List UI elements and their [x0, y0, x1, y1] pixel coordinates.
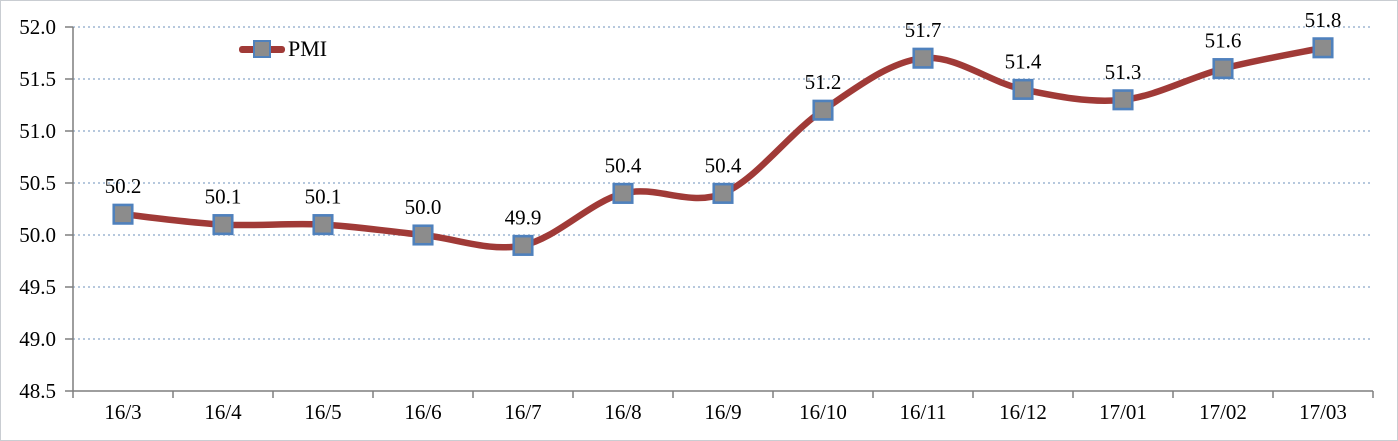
pmi-series-line — [119, 44, 1327, 251]
x-tick-label: 17/01 — [1099, 400, 1147, 424]
data-point-marker — [1012, 78, 1034, 100]
data-point-marker — [112, 203, 134, 225]
x-tick-label: 16/3 — [104, 400, 141, 424]
y-tick-label: 49.0 — [19, 327, 56, 351]
data-point-label: 51.6 — [1205, 29, 1242, 53]
x-tick-label: 16/7 — [504, 400, 541, 424]
data-point-marker — [712, 182, 734, 204]
data-point-marker — [312, 214, 334, 236]
data-point-label: 51.8 — [1305, 8, 1342, 32]
x-tick-label: 16/5 — [304, 400, 341, 424]
data-point-marker — [512, 234, 534, 256]
data-point-label: 50.0 — [405, 195, 442, 219]
data-point-marker — [612, 182, 634, 204]
y-tick-label: 48.5 — [19, 379, 56, 403]
x-tick-label: 16/10 — [799, 400, 847, 424]
data-point-label: 50.2 — [105, 174, 142, 198]
data-point-label: 51.4 — [1005, 49, 1042, 73]
data-point-marker — [212, 214, 234, 236]
data-point-marker — [912, 47, 934, 69]
x-tick-label: 16/12 — [999, 400, 1047, 424]
legend-line-sample — [239, 40, 285, 58]
y-tick-label: 50.0 — [19, 223, 56, 247]
x-tick-label: 17/02 — [1199, 400, 1247, 424]
y-tick-label: 49.5 — [19, 275, 56, 299]
legend-label: PMI — [288, 36, 328, 61]
data-point-marker — [812, 99, 834, 121]
data-point-label: 51.3 — [1105, 60, 1142, 84]
data-point-marker — [1112, 89, 1134, 111]
data-point-marker — [1312, 37, 1334, 59]
x-tick-label: 16/8 — [604, 400, 641, 424]
data-point-label: 51.7 — [905, 18, 942, 42]
data-point-label: 50.4 — [605, 153, 642, 177]
data-point-label: 50.1 — [305, 185, 342, 209]
legend-marker-icon — [253, 40, 271, 58]
data-point-label: 49.9 — [505, 205, 542, 229]
x-tick-label: 16/6 — [404, 400, 441, 424]
data-point-marker — [412, 224, 434, 246]
x-tick-label: 16/9 — [704, 400, 741, 424]
data-point-label: 50.1 — [205, 185, 242, 209]
data-point-label: 51.2 — [805, 70, 842, 94]
y-tick-label: 50.5 — [19, 171, 56, 195]
x-tick-label: 17/03 — [1299, 400, 1347, 424]
y-tick-label: 51.5 — [19, 67, 56, 91]
x-tick-label: 16/4 — [204, 400, 242, 424]
y-tick-label: 51.0 — [19, 119, 56, 143]
y-tick-label: 52.0 — [19, 15, 56, 39]
x-tick-label: 16/11 — [899, 400, 946, 424]
data-point-label: 50.4 — [705, 153, 742, 177]
data-point-marker — [1212, 58, 1234, 80]
chart-legend: PMI — [239, 38, 327, 60]
